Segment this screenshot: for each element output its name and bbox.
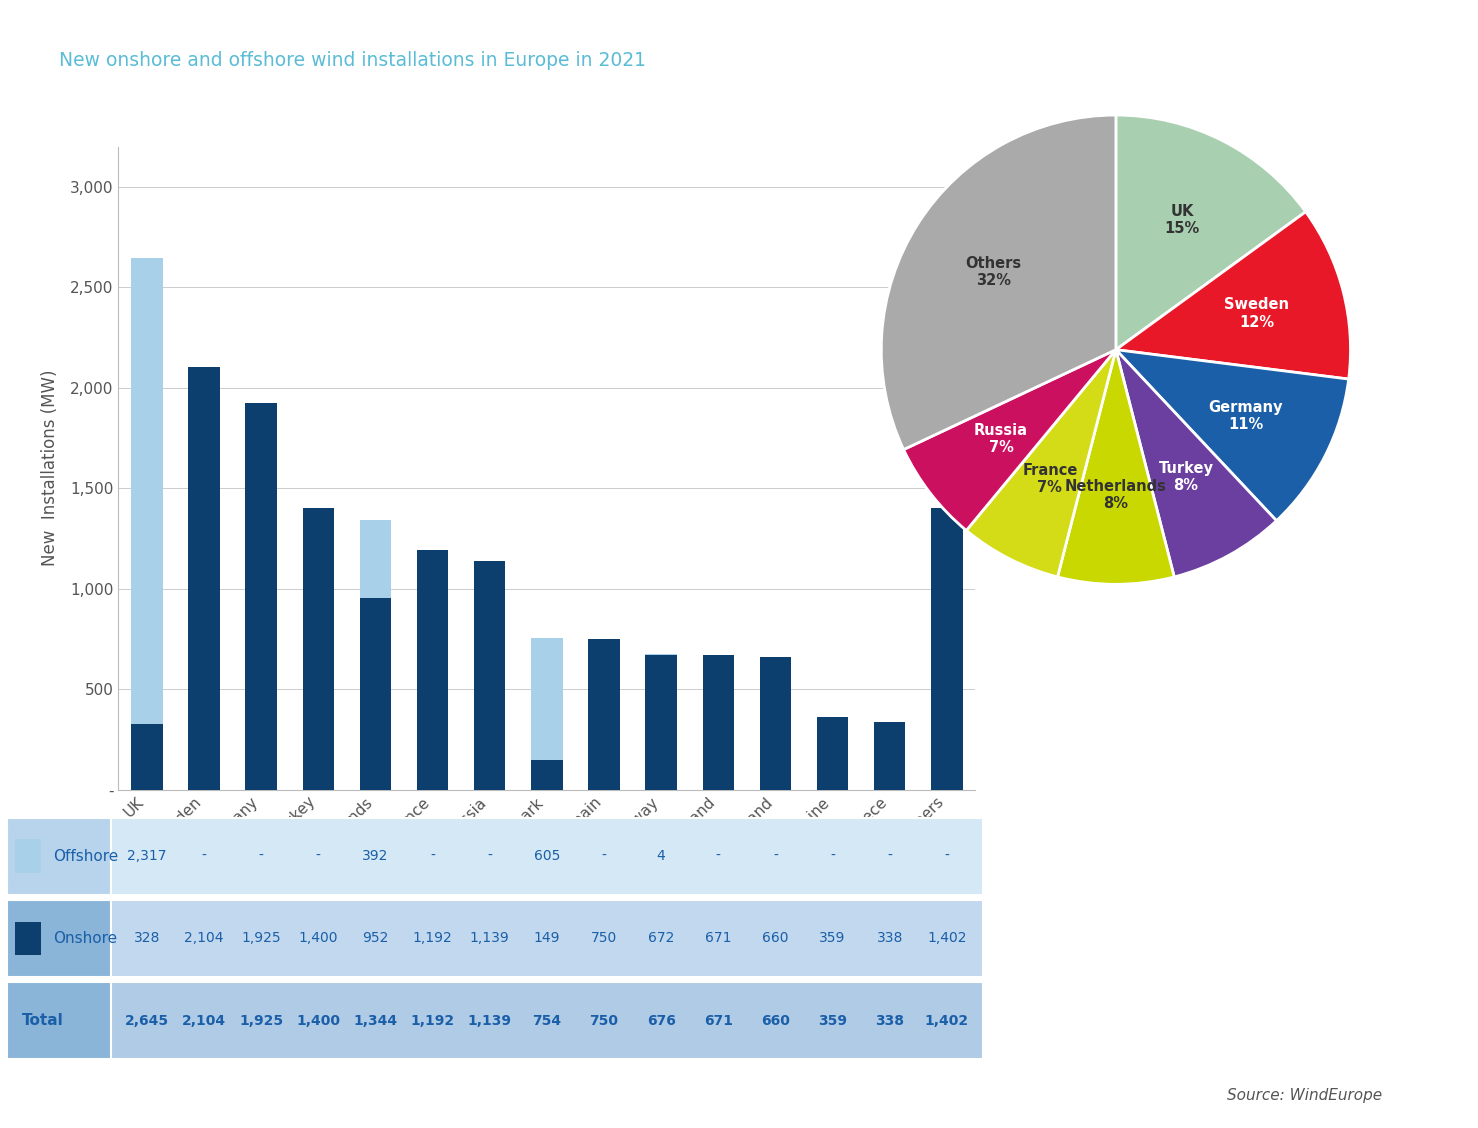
Text: 952: 952 (362, 932, 389, 945)
Bar (588, 638, 619, 790)
Wedge shape (967, 350, 1116, 576)
Text: 1,400: 1,400 (296, 1014, 340, 1028)
Text: 1,402: 1,402 (925, 1014, 970, 1028)
Text: 338: 338 (876, 932, 903, 945)
Bar (303, 509, 334, 790)
Text: Onshore: Onshore (53, 931, 117, 946)
Text: -: - (831, 849, 835, 863)
Text: 671: 671 (705, 932, 732, 945)
Text: 605: 605 (534, 849, 560, 863)
Text: Total: Total (22, 1013, 64, 1029)
Text: 2,317: 2,317 (127, 849, 167, 863)
Text: 750: 750 (591, 932, 618, 945)
Text: 750: 750 (590, 1014, 618, 1028)
Bar (474, 561, 505, 790)
Wedge shape (1116, 350, 1277, 576)
Bar (702, 654, 735, 790)
Bar (646, 654, 677, 790)
Text: -: - (430, 849, 435, 863)
Bar (931, 508, 962, 790)
Bar (873, 722, 906, 790)
Text: 359: 359 (819, 1014, 847, 1028)
Wedge shape (1058, 350, 1174, 584)
Text: -: - (944, 849, 949, 863)
Text: 660: 660 (761, 1014, 789, 1028)
Bar (417, 550, 448, 790)
Text: 1,402: 1,402 (927, 932, 967, 945)
Text: Netherlands
8%: Netherlands 8% (1066, 479, 1166, 511)
Text: Germany
11%: Germany 11% (1208, 399, 1283, 432)
Text: 1,925: 1,925 (239, 1014, 284, 1028)
Text: -: - (316, 849, 321, 863)
Text: 1,344: 1,344 (353, 1014, 398, 1028)
Bar (359, 520, 392, 790)
Text: 1,192: 1,192 (412, 932, 452, 945)
Text: Sweden
12%: Sweden 12% (1224, 298, 1289, 329)
Text: 2,104: 2,104 (182, 1014, 226, 1028)
Text: -: - (488, 849, 492, 863)
Wedge shape (1116, 212, 1351, 379)
Text: 754: 754 (532, 1014, 562, 1028)
Bar (359, 598, 392, 790)
Text: Turkey
8%: Turkey 8% (1159, 461, 1213, 493)
Text: Others
32%: Others 32% (965, 256, 1021, 288)
Bar (132, 258, 163, 790)
Text: 4: 4 (656, 849, 665, 863)
Text: 392: 392 (362, 849, 389, 863)
Text: 338: 338 (875, 1014, 905, 1028)
Text: 1,139: 1,139 (467, 1014, 511, 1028)
Text: 672: 672 (647, 932, 674, 945)
Wedge shape (881, 115, 1116, 450)
Text: -: - (887, 849, 893, 863)
Bar (188, 367, 220, 790)
Text: 328: 328 (133, 932, 160, 945)
Bar (531, 759, 563, 790)
Bar (760, 656, 791, 790)
Wedge shape (1116, 115, 1305, 350)
Bar (132, 724, 163, 790)
Bar (646, 654, 677, 790)
Text: 660: 660 (763, 932, 789, 945)
Bar (245, 403, 276, 790)
Bar (817, 717, 848, 790)
Y-axis label: New  Installations (MW): New Installations (MW) (41, 370, 59, 566)
Text: Offshore: Offshore (53, 848, 118, 864)
Text: -: - (715, 849, 721, 863)
Text: UK
15%: UK 15% (1165, 204, 1200, 236)
Text: 2,104: 2,104 (185, 932, 223, 945)
Text: New onshore and offshore wind installations in Europe in 2021: New onshore and offshore wind installati… (59, 51, 646, 70)
Text: -: - (773, 849, 777, 863)
Text: 149: 149 (534, 932, 560, 945)
Text: 1,139: 1,139 (470, 932, 510, 945)
Text: Russia
7%: Russia 7% (974, 423, 1027, 455)
Text: France
7%: France 7% (1023, 464, 1077, 495)
Text: 2,645: 2,645 (124, 1014, 168, 1028)
Wedge shape (1116, 350, 1348, 521)
Text: 359: 359 (819, 932, 845, 945)
Wedge shape (903, 350, 1116, 530)
Text: -: - (259, 849, 263, 863)
Text: -: - (201, 849, 207, 863)
Text: Source: WindEurope: Source: WindEurope (1227, 1089, 1382, 1103)
Text: 1,925: 1,925 (241, 932, 281, 945)
Bar (531, 638, 563, 790)
Text: 676: 676 (647, 1014, 675, 1028)
Text: 671: 671 (704, 1014, 733, 1028)
Text: 1,192: 1,192 (411, 1014, 455, 1028)
Text: -: - (602, 849, 606, 863)
Text: 1,400: 1,400 (299, 932, 338, 945)
